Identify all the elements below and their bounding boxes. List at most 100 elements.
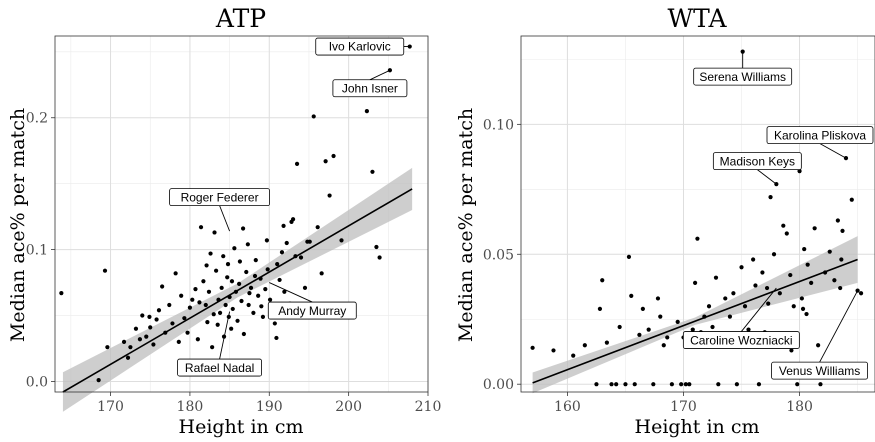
atp-data-point [193, 287, 198, 292]
wta-data-point [839, 257, 844, 262]
atp-data-point [289, 219, 294, 225]
wta-data-point [789, 348, 794, 353]
atp-data-point [302, 285, 308, 290]
wta-data-point [791, 304, 796, 309]
atp-data-point [239, 298, 244, 304]
atp-data-point [265, 267, 270, 272]
wta-data-point [805, 262, 810, 267]
wta-data-point [804, 311, 809, 317]
wta-data-point [692, 280, 698, 285]
atp-data-point [197, 300, 202, 305]
atp-annotation-leader [369, 69, 391, 81]
atp-data-point [140, 313, 145, 318]
atp-data-point [144, 334, 149, 339]
atp-annotation-box [177, 358, 262, 377]
atp-data-point [251, 310, 256, 315]
atp-data-point [374, 244, 379, 250]
atp-annotation-label: Roger Federer [181, 190, 259, 204]
atp-data-point [256, 293, 261, 298]
wta-annotation-label: Serena Williams [699, 70, 786, 84]
atp-panel-border [54, 35, 429, 393]
atp-data-point [259, 304, 264, 309]
wta-annotation-leader [819, 143, 847, 159]
atp-data-point [223, 302, 228, 308]
atp-annotation: John Isner [332, 69, 408, 98]
atp-data-point [237, 281, 242, 286]
wta-data-point [640, 306, 645, 311]
atp-annotation-box [267, 301, 357, 320]
atp-data-point [274, 335, 279, 341]
wta-data-point [802, 246, 807, 252]
atp-data-point [182, 316, 187, 321]
atp-annotation-label: John Isner [342, 81, 398, 95]
wta-data-point [623, 382, 628, 387]
wta-data-point [739, 265, 744, 270]
wta-data-point [731, 291, 736, 296]
wta-data-point [597, 306, 603, 311]
wta-data-point [594, 382, 599, 387]
atp-data-point [214, 268, 219, 273]
wta-data-point [713, 275, 719, 280]
wta-annotation-leader [819, 290, 858, 363]
wta-annotation-label: Madison Keys [720, 154, 795, 168]
atp-data-point [264, 238, 269, 243]
wta-data-point [679, 382, 684, 387]
atp-data-point [173, 271, 178, 276]
atp-data-point [229, 279, 235, 284]
wta-annotation-box [693, 67, 793, 86]
atp-data-point [206, 289, 212, 294]
atp-data-point [128, 345, 133, 350]
wta-data-point [742, 304, 748, 309]
wta-data-point [727, 314, 733, 319]
atp-data-point [311, 114, 316, 119]
wta-data-point [753, 283, 758, 288]
atp-data-point [167, 302, 172, 308]
atp-data-point [102, 268, 108, 273]
wta-data-point [816, 343, 821, 348]
wta-data-point [551, 348, 556, 353]
atp-data-point [96, 378, 101, 383]
wta-data-point [838, 285, 843, 291]
atp-data-point [275, 262, 280, 267]
atp-data-point [370, 169, 375, 174]
wta-data-point [818, 382, 823, 387]
wta-data-point [843, 156, 849, 161]
atp-regression-line [62, 188, 413, 393]
wta-data-point [604, 340, 609, 345]
atp-data-point [267, 297, 273, 302]
atp-annotation-label: Andy Murray [278, 304, 346, 318]
atp-data-point [229, 326, 234, 331]
wta-annotation-box [682, 331, 800, 349]
wta-data-point [832, 278, 837, 283]
wta-data-point [716, 382, 721, 387]
wta-data-point [849, 197, 854, 202]
atp-data-point [179, 293, 184, 298]
atp-data-point [263, 287, 268, 292]
atp-data-point [282, 289, 287, 294]
atp-data-point [298, 255, 304, 260]
wta-annotation-leader [757, 169, 777, 185]
atp-data-point [237, 259, 243, 264]
wta-data-point [658, 314, 663, 319]
atp-data-point [201, 279, 206, 284]
atp-data-point [225, 275, 230, 280]
atp-panel: ATP Median ace% per match Height in cm [7, 4, 303, 438]
wta-data-point [655, 296, 661, 301]
atp-data-point [190, 297, 195, 302]
atp-ytick-label: 0.2 [26, 111, 48, 127]
atp-data-point [272, 321, 277, 326]
atp-data-point [279, 250, 285, 255]
wta-data-point [646, 327, 651, 332]
atp-data-point [240, 226, 246, 231]
wta-annotation: Venus Williams [771, 290, 868, 380]
atp-data-point [147, 314, 152, 319]
wta-data-point [840, 228, 845, 233]
atp-data-point [253, 258, 258, 263]
atp-data-point [260, 314, 266, 319]
wta-data-point [751, 257, 756, 262]
atp-data-point [244, 269, 249, 275]
wta-data-point [766, 301, 771, 306]
wta-panel: WTA Median ace% per match Height in cm [455, 4, 759, 438]
wta-plot: 160 170 180 0.00 0.05 0.10 Serena Williams Karo… [483, 35, 875, 415]
wta-data-point [683, 382, 688, 387]
